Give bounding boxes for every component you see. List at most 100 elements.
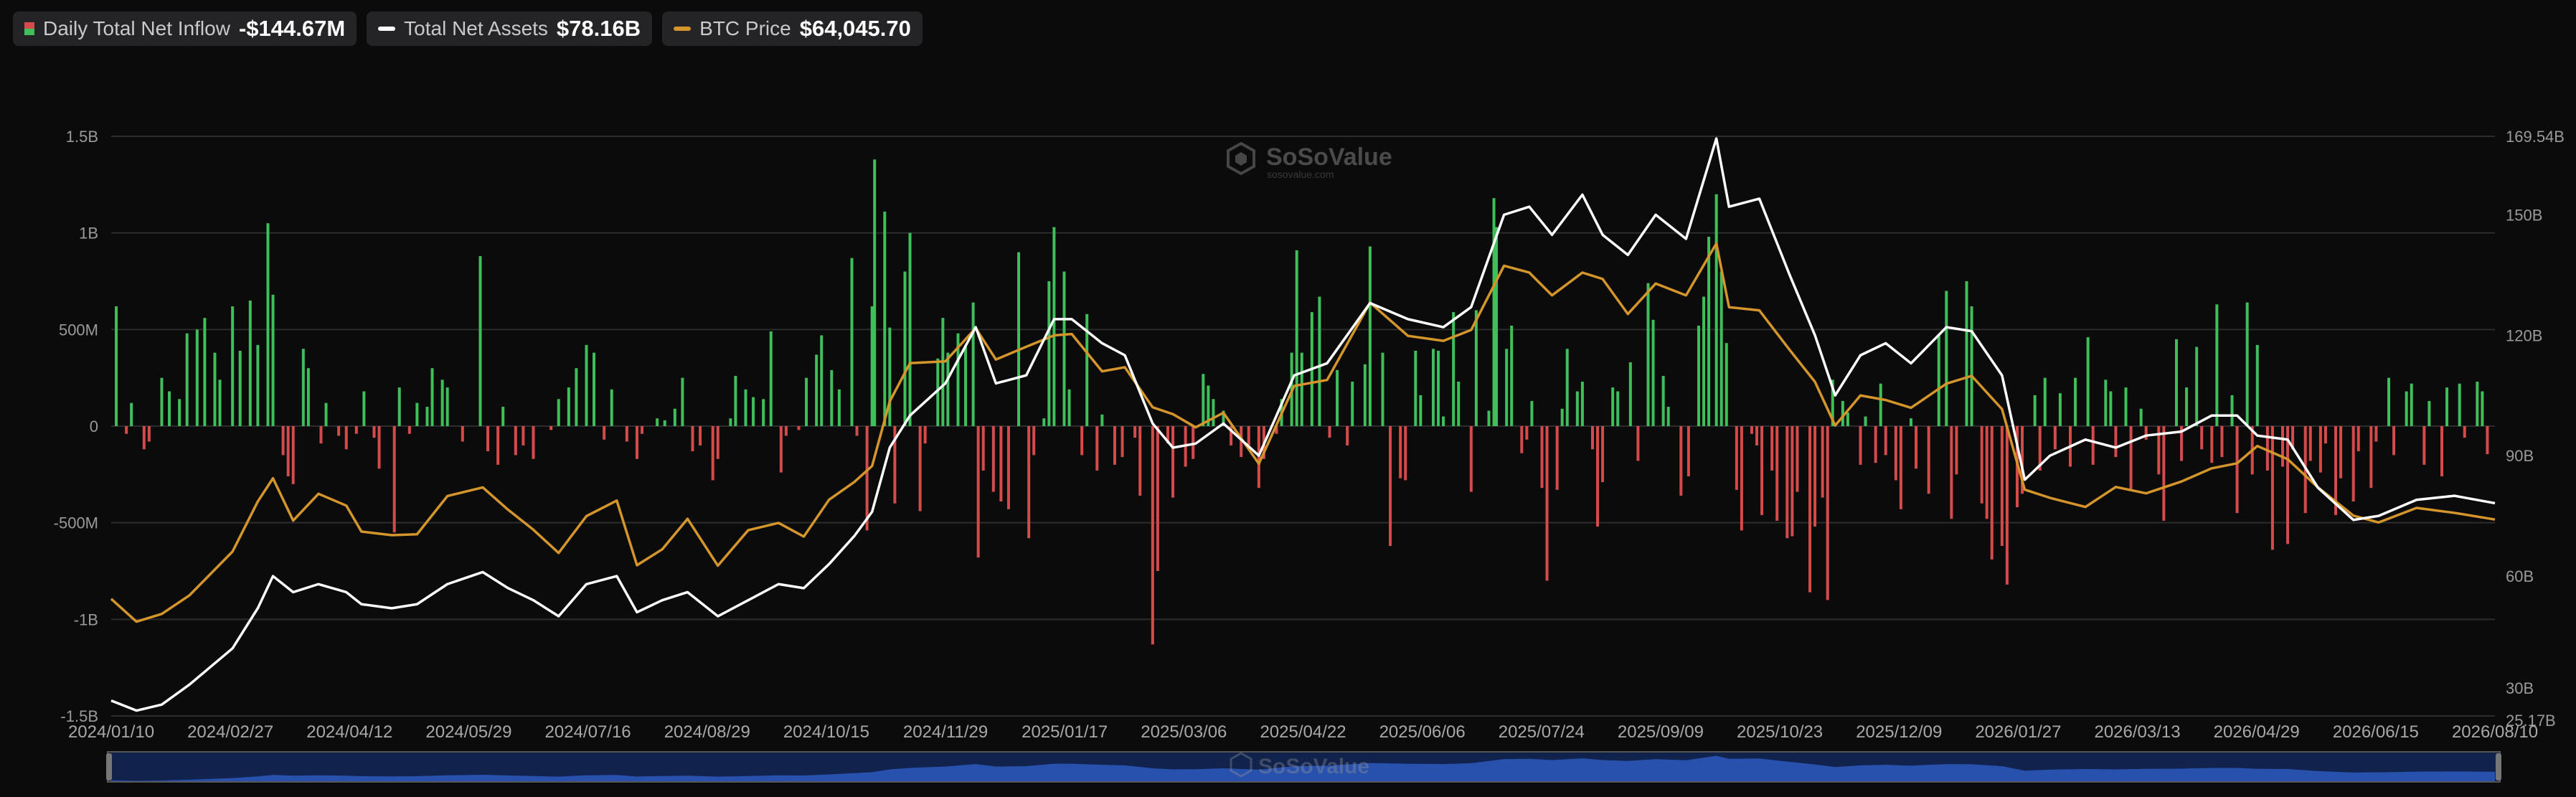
legend-value: $78.16B bbox=[556, 16, 641, 41]
inflow-bar bbox=[2200, 426, 2204, 450]
left-tick-label: 0 bbox=[90, 418, 98, 435]
inflow-bar bbox=[2308, 426, 2312, 461]
inflow-bar bbox=[1171, 426, 1175, 498]
navigator-watermark: SoSoValue bbox=[1230, 752, 1369, 778]
legend-btc-price[interactable]: BTC Price $64,045.70 bbox=[662, 11, 923, 46]
inflow-bar bbox=[160, 377, 164, 426]
right-tick-label: 169.54B bbox=[2506, 128, 2565, 146]
inflow-bar bbox=[2245, 302, 2249, 426]
inflow-bar bbox=[1750, 426, 1753, 434]
inflow-bar bbox=[407, 426, 411, 434]
inflow-bar bbox=[324, 402, 328, 426]
inflow-bar bbox=[1336, 369, 1339, 426]
inflow-bar bbox=[1166, 426, 1169, 444]
inflow-bar bbox=[1431, 349, 1435, 426]
inflow-bar bbox=[1770, 426, 1774, 471]
inflow-bar bbox=[1080, 426, 1084, 456]
x-tick-label: 2026/03/13 bbox=[2094, 722, 2180, 742]
x-tick-label: 2024/04/12 bbox=[306, 722, 392, 742]
inflow-bar bbox=[855, 426, 859, 436]
inflow-bar bbox=[2374, 426, 2378, 442]
inflow-bar bbox=[1714, 194, 1718, 426]
inflow-bar bbox=[1990, 426, 1994, 560]
inflow-bar bbox=[1879, 383, 1882, 426]
inflow-bar bbox=[903, 271, 907, 426]
legend-daily-net-inflow[interactable]: Daily Total Net Inflow -$144.67M bbox=[13, 11, 357, 46]
inflow-bar bbox=[1120, 426, 1124, 458]
inflow-bar bbox=[1492, 198, 1496, 426]
inflow-bar bbox=[1899, 426, 1902, 509]
right-tick-label: 25.17B bbox=[2506, 712, 2556, 730]
x-tick-label: 2026/08/10 bbox=[2452, 722, 2538, 742]
inflow-bar bbox=[2445, 387, 2449, 426]
inflow-bar bbox=[870, 306, 874, 426]
inflow-bar bbox=[281, 426, 285, 456]
legend-total-net-assets[interactable]: Total Net Assets $78.16B bbox=[367, 11, 653, 46]
inflow-bar bbox=[168, 391, 171, 426]
inflow-bar bbox=[1575, 391, 1579, 426]
inflow-bar bbox=[1487, 410, 1491, 426]
inflow-bar bbox=[2339, 426, 2343, 478]
line-swatch-icon bbox=[378, 27, 396, 31]
inflow-bar bbox=[1785, 426, 1789, 539]
inflow-bar bbox=[440, 379, 444, 426]
inflow-bar bbox=[1113, 426, 1116, 465]
inflow-bar bbox=[2255, 344, 2259, 426]
inflow-bar bbox=[1275, 426, 1278, 434]
inflow-bar bbox=[1474, 310, 1478, 426]
inflow-bar bbox=[1808, 426, 1812, 593]
inflow-bar bbox=[1707, 237, 1711, 426]
inflow-bar bbox=[1381, 352, 1384, 426]
inflow-bar bbox=[1389, 426, 1392, 546]
range-navigator[interactable]: SoSoValue bbox=[106, 751, 2501, 783]
inflow-bar bbox=[1212, 399, 1215, 426]
watermark-url: sosovalue.com bbox=[1267, 169, 1334, 180]
inflow-bar bbox=[1775, 426, 1779, 521]
inflow-bar bbox=[593, 352, 596, 426]
inflow-bar bbox=[734, 375, 737, 426]
inflow-bar bbox=[2058, 393, 2062, 426]
inflow-bar bbox=[213, 352, 217, 426]
inflow-bar bbox=[2486, 426, 2489, 455]
inflow-bar bbox=[130, 402, 133, 426]
inflow-bar bbox=[1679, 426, 1683, 496]
inflow-bar bbox=[1651, 319, 1655, 426]
inflow-bar bbox=[286, 426, 290, 477]
series-lines bbox=[110, 137, 2496, 712]
inflow-bar bbox=[2215, 304, 2219, 426]
bar-swatch-icon bbox=[24, 22, 34, 35]
inflow-bar bbox=[1791, 426, 1794, 537]
inflow-bar bbox=[1399, 426, 1402, 478]
inflow-bar bbox=[716, 426, 720, 459]
inflow-bar bbox=[2405, 391, 2408, 426]
inflow-bar bbox=[893, 426, 897, 504]
navigator-left-handle[interactable] bbox=[106, 753, 112, 781]
btc-price-line bbox=[110, 242, 2496, 623]
right-axis-ticks: 169.54B 150B 120B 90B 60B 30B 25.17B bbox=[2506, 128, 2565, 730]
inflow-bar bbox=[2157, 426, 2161, 475]
inflow-bar bbox=[1985, 426, 1988, 519]
inflow-bar bbox=[2174, 339, 2178, 426]
x-tick-label: 2025/06/06 bbox=[1379, 722, 1466, 742]
inflow-bar bbox=[1616, 391, 1620, 426]
inflow-bar bbox=[1247, 426, 1250, 445]
inflow-bar bbox=[2291, 426, 2295, 450]
inflow-bar bbox=[2476, 382, 2479, 426]
inflow-bar bbox=[946, 352, 950, 426]
inflow-bar bbox=[2144, 426, 2148, 440]
inflow-bar bbox=[1725, 343, 1728, 426]
inflow-bar bbox=[218, 379, 222, 426]
inflow-bar bbox=[610, 389, 613, 426]
x-tick-label: 2025/03/06 bbox=[1141, 722, 1227, 742]
inflow-bar bbox=[514, 426, 517, 456]
navigator-right-handle[interactable] bbox=[2496, 753, 2501, 781]
inflow-bar bbox=[1545, 426, 1549, 581]
navigator-watermark-brand: SoSoValue bbox=[1258, 755, 1369, 778]
inflow-bar bbox=[567, 387, 570, 426]
inflow-bar bbox=[1346, 426, 1349, 445]
inflow-bar bbox=[2410, 383, 2413, 426]
inflow-bar bbox=[203, 318, 207, 426]
inflow-bar bbox=[964, 344, 968, 426]
inflow-bar bbox=[1100, 414, 1104, 426]
